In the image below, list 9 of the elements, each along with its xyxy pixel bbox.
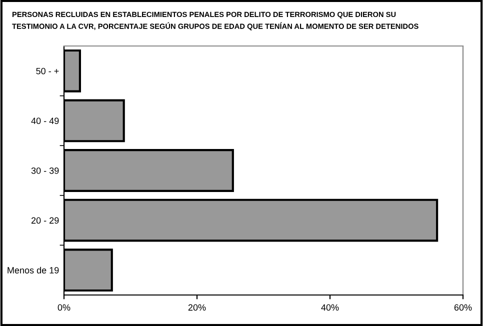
y-tick-label: Menos de 19 [8, 266, 59, 274]
y-tick-label: 40 - 49 [31, 118, 59, 124]
x-tick-label: 40% [321, 304, 339, 311]
y-tick-label: 30 - 39 [31, 167, 59, 174]
x-tick-label: 60% [454, 304, 472, 311]
x-tick-label: 20% [188, 304, 206, 311]
y-tick-label: 50 - + [36, 68, 59, 74]
x-tick-label: 0% [58, 304, 70, 311]
y-tick-label: 20 - 29 [31, 217, 59, 224]
